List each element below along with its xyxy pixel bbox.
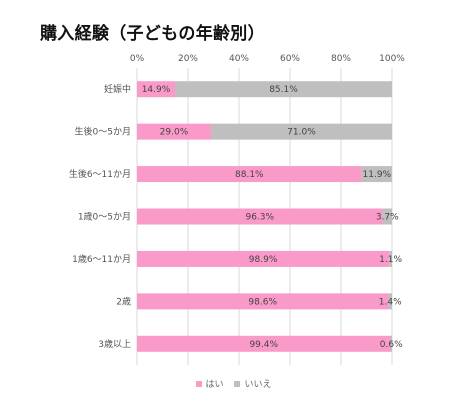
data-label-yes: 88.1% <box>235 170 264 180</box>
bar-segment-yes <box>137 166 362 183</box>
data-label-no: 1.1% <box>379 255 402 265</box>
data-label-yes: 99.4% <box>249 340 278 350</box>
x-tick-label: 0% <box>130 54 145 64</box>
category-label: 1歳6～11か月 <box>72 253 131 265</box>
bar-segment-no <box>210 123 392 140</box>
category-label: 1歳0～5か月 <box>78 211 131 223</box>
bar-segment-no <box>389 250 392 267</box>
legend-label-yes: はい <box>205 380 224 390</box>
x-tick-label: 40% <box>229 54 249 64</box>
x-tick-labels: 0% 20% 40% 60% 80% 100% <box>130 54 405 64</box>
data-label-no: 85.1% <box>269 85 298 95</box>
legend: はい いいえ <box>0 377 467 390</box>
bar-segment-yes <box>137 123 211 140</box>
category-label: 生後0～5か月 <box>75 126 131 138</box>
category-label: 生後6～11か月 <box>69 168 131 180</box>
category-label: 3歳以上 <box>98 338 131 350</box>
bar-segment-yes <box>137 208 383 225</box>
data-label-yes: 14.9% <box>142 85 171 95</box>
legend-swatch-no <box>234 380 241 387</box>
bar-segment-yes <box>137 335 391 352</box>
data-label-yes: 29.0% <box>160 128 189 138</box>
category-label: 妊娠中 <box>104 83 131 95</box>
bar-segment-no <box>361 166 392 183</box>
data-label-no: 11.9% <box>363 170 392 180</box>
category-label: 2歳 <box>116 295 131 307</box>
data-label-no: 0.6% <box>380 340 403 350</box>
bars <box>137 81 392 352</box>
legend-item-no: いいえ <box>234 377 271 390</box>
data-label-yes: 96.3% <box>245 213 274 223</box>
bar-segment-yes <box>137 293 389 310</box>
bar-segment-no <box>388 293 392 310</box>
data-labels: 14.9% 85.1% 29.0% 71.0% 88.1% 11.9% 96.3% 3.7% 9… <box>142 85 403 350</box>
legend-item-yes: はい <box>195 377 224 390</box>
data-label-no: 1.4% <box>379 297 402 307</box>
data-label-yes: 98.9% <box>249 255 278 265</box>
bar-segment-no <box>382 208 392 225</box>
bar-segment-yes <box>137 81 175 98</box>
x-tick-label: 20% <box>178 54 198 64</box>
x-tick-label: 80% <box>331 54 351 64</box>
bar-segment-no <box>174 81 392 98</box>
bar-segment-yes <box>137 250 390 267</box>
x-tick-label: 100% <box>379 54 405 64</box>
bar-segment-no <box>390 335 392 352</box>
legend-swatch-yes <box>195 380 202 387</box>
legend-label-no: いいえ <box>244 380 272 390</box>
x-tick-label: 60% <box>280 54 300 64</box>
data-label-no: 71.0% <box>287 128 316 138</box>
data-label-no: 3.7% <box>376 213 399 223</box>
data-label-yes: 98.6% <box>248 297 277 307</box>
chart-title: 購入経験（子どもの年齢別） <box>40 24 265 44</box>
